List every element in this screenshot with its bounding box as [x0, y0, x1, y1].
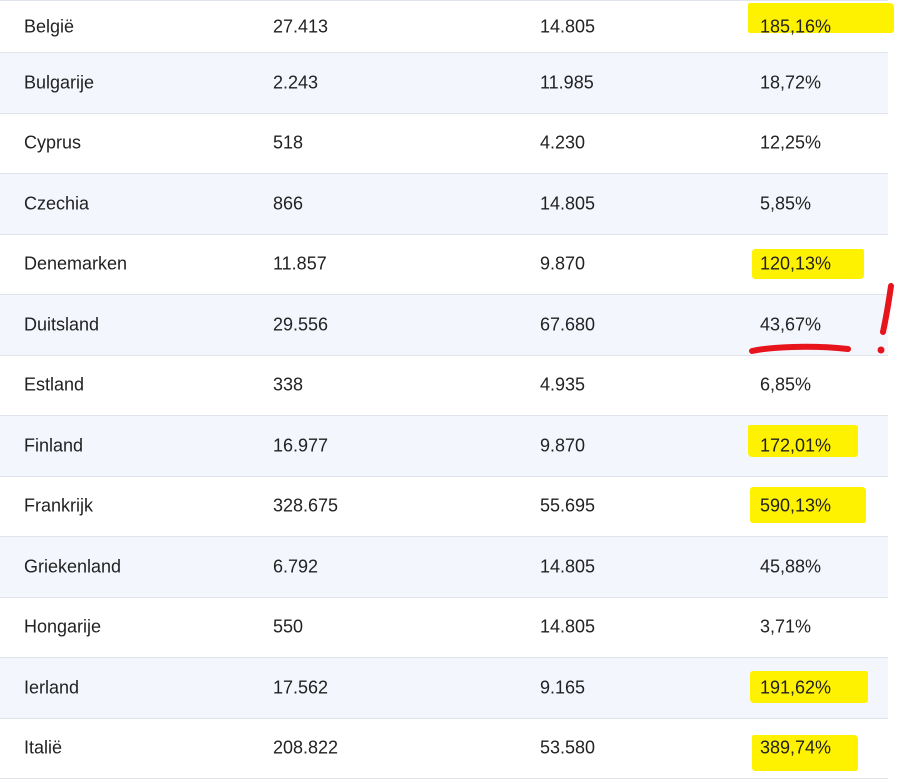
country-cell: Hongarije: [24, 617, 101, 638]
table-row: Bulgarije 2.243 11.985 18,72%: [0, 53, 888, 114]
table-row: België 27.413 14.805 185,16%: [0, 0, 888, 53]
value-cell-2: 53.580: [540, 738, 595, 759]
value-cell-1: 338: [273, 375, 303, 396]
country-cell: Griekenland: [24, 556, 121, 577]
table-row: Denemarken 11.857 9.870 120,13%: [0, 235, 888, 296]
table-row: Ierland 17.562 9.165 191,62%: [0, 658, 888, 719]
country-cell: Cyprus: [24, 133, 81, 154]
country-cell: Duitsland: [24, 314, 99, 335]
table-row: Hongarije 550 14.805 3,71%: [0, 598, 888, 659]
value-cell-2: 14.805: [540, 617, 595, 638]
percentage-cell: 12,25%: [760, 133, 821, 154]
table-row: Finland 16.977 9.870 172,01%: [0, 416, 888, 477]
country-cell: Ierland: [24, 677, 79, 698]
percentage-cell: 185,16%: [760, 16, 831, 37]
value-cell-1: 2.243: [273, 72, 318, 93]
table-row: Griekenland 6.792 14.805 45,88%: [0, 537, 888, 598]
percentage-cell: 45,88%: [760, 556, 821, 577]
value-cell-2: 14.805: [540, 193, 595, 214]
value-cell-2: 4.230: [540, 133, 585, 154]
table-row: Cyprus 518 4.230 12,25%: [0, 114, 888, 175]
country-cell: Czechia: [24, 193, 89, 214]
country-cell: Frankrijk: [24, 496, 93, 517]
table-row: Italië 208.822 53.580 389,74%: [0, 719, 888, 779]
country-cell: Italië: [24, 738, 62, 759]
percentage-cell: 172,01%: [760, 435, 831, 456]
value-cell-1: 29.556: [273, 314, 328, 335]
value-cell-2: 14.805: [540, 556, 595, 577]
value-cell-2: 9.870: [540, 435, 585, 456]
value-cell-1: 550: [273, 617, 303, 638]
table-row: Duitsland 29.556 67.680 43,67%: [0, 295, 888, 356]
percentage-cell: 43,67%: [760, 314, 821, 335]
value-cell-2: 55.695: [540, 496, 595, 517]
country-cell: Finland: [24, 435, 83, 456]
percentage-cell: 5,85%: [760, 193, 811, 214]
value-cell-1: 17.562: [273, 677, 328, 698]
table-row: Czechia 866 14.805 5,85%: [0, 174, 888, 235]
percentage-cell: 18,72%: [760, 72, 821, 93]
value-cell-2: 14.805: [540, 16, 595, 37]
table-row: Frankrijk 328.675 55.695 590,13%: [0, 477, 888, 538]
percentage-cell: 6,85%: [760, 375, 811, 396]
value-cell-2: 4.935: [540, 375, 585, 396]
value-cell-1: 866: [273, 193, 303, 214]
value-cell-2: 11.985: [540, 72, 594, 93]
value-cell-1: 6.792: [273, 556, 318, 577]
percentage-cell: 3,71%: [760, 617, 811, 638]
country-cell: Estland: [24, 375, 84, 396]
value-cell-1: 16.977: [273, 435, 328, 456]
country-cell: België: [24, 16, 74, 37]
country-cell: Denemarken: [24, 254, 127, 275]
value-cell-1: 27.413: [273, 16, 328, 37]
percentage-cell: 191,62%: [760, 677, 831, 698]
value-cell-1: 11.857: [273, 254, 327, 275]
value-cell-2: 67.680: [540, 314, 595, 335]
percentage-cell: 120,13%: [760, 254, 831, 275]
value-cell-1: 328.675: [273, 496, 338, 517]
value-cell-1: 518: [273, 133, 303, 154]
value-cell-2: 9.870: [540, 254, 585, 275]
value-cell-2: 9.165: [540, 677, 585, 698]
percentage-cell: 590,13%: [760, 496, 831, 517]
country-cell: Bulgarije: [24, 72, 94, 93]
percentage-cell: 389,74%: [760, 738, 831, 759]
table-row: Estland 338 4.935 6,85%: [0, 356, 888, 417]
value-cell-1: 208.822: [273, 738, 338, 759]
